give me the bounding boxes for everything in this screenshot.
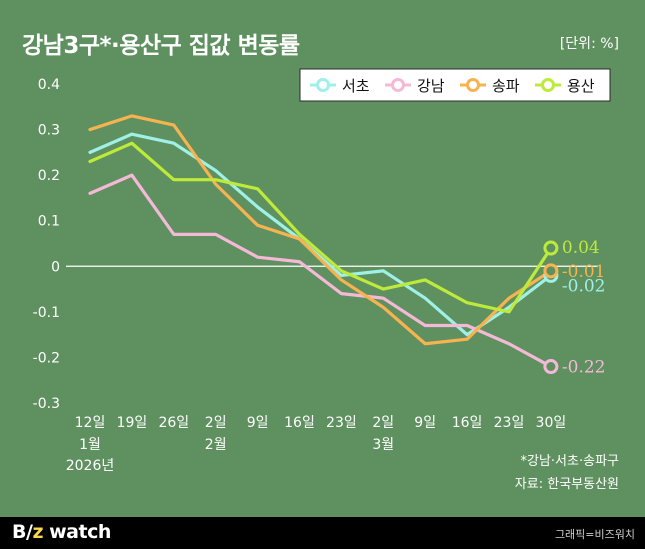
y-tick-label: 0.1 — [38, 214, 60, 230]
x-tick-sublabel: 1월 — [79, 437, 101, 453]
x-tick-label: 9일 — [414, 415, 436, 431]
x-tick-sublabel: 2026년 — [66, 458, 115, 474]
unit-label: [단위: %] — [559, 36, 619, 52]
series-line-강남 — [88, 173, 553, 369]
y-tick-label: 0 — [51, 259, 60, 275]
legend-swatch-marker — [541, 78, 555, 92]
series-line-송파 — [88, 114, 553, 346]
x-tick-label: 12일 — [75, 415, 106, 431]
x-tick-label: 16일 — [284, 415, 315, 431]
brand-logo-slash: / — [25, 521, 33, 543]
source-label: 자료: 한국부동산원 — [514, 477, 619, 492]
footer-bar: B/z watch 그래픽=비즈워치 — [0, 517, 645, 549]
data-label-송파: -0.01 — [562, 262, 606, 282]
footnote: *강남·서초·송파구 — [520, 454, 620, 469]
x-tick-label: 26일 — [158, 415, 189, 431]
chart-title: 강남3구*·용산구 집값 변동률 — [22, 33, 300, 59]
x-tick-sublabel: 3월 — [372, 437, 394, 453]
legend-swatch-marker — [391, 78, 405, 92]
legend-label: 서초 — [342, 77, 370, 95]
legend-label: 강남 — [417, 77, 445, 95]
x-tick-label: 19일 — [117, 415, 148, 431]
x-tick-label: 16일 — [452, 415, 483, 431]
brand-logo-z: z — [32, 521, 43, 543]
end-marker-강남 — [543, 359, 559, 375]
data-label-강남: -0.22 — [562, 358, 606, 378]
end-marker-용산 — [543, 240, 559, 256]
data-label-용산: 0.04 — [562, 238, 600, 258]
y-tick-label: 0.3 — [38, 123, 60, 139]
legend-label: 송파 — [492, 77, 520, 95]
y-tick-label: -0.2 — [33, 350, 60, 366]
graphic-credit: 그래픽=비즈워치 — [554, 528, 635, 541]
x-tick-label: 23일 — [494, 415, 525, 431]
brand-logo-b: B — [12, 521, 26, 543]
x-tick-label: 23일 — [326, 415, 357, 431]
data-label-서초: -0.02 — [562, 276, 606, 296]
x-tick-label: 2일 — [372, 415, 394, 431]
brand-logo-watch: watch — [43, 521, 111, 543]
x-tick-label: 2일 — [205, 415, 227, 431]
y-tick-label: -0.3 — [33, 396, 60, 412]
legend-label: 용산 — [567, 77, 595, 95]
x-tick-sublabel: 2월 — [205, 437, 227, 453]
y-tick-label: 0.2 — [38, 168, 60, 184]
legend-swatch-marker — [466, 78, 480, 92]
y-tick-label: 0.4 — [38, 77, 60, 93]
line-chart: 0.4 0.3 0.2 0.1 0 -0.1 -0.2 -0.3 12일 19일 26일 2일 9일 16… — [33, 68, 611, 474]
end-marker-송파 — [543, 263, 559, 279]
y-tick-label: -0.1 — [33, 305, 60, 321]
x-tick-label: 9일 — [247, 415, 269, 431]
brand-logo: B/z watch — [12, 521, 111, 543]
x-tick-label: 30일 — [536, 415, 567, 431]
legend-swatch-marker — [316, 78, 330, 92]
series-line-용산 — [88, 141, 553, 314]
